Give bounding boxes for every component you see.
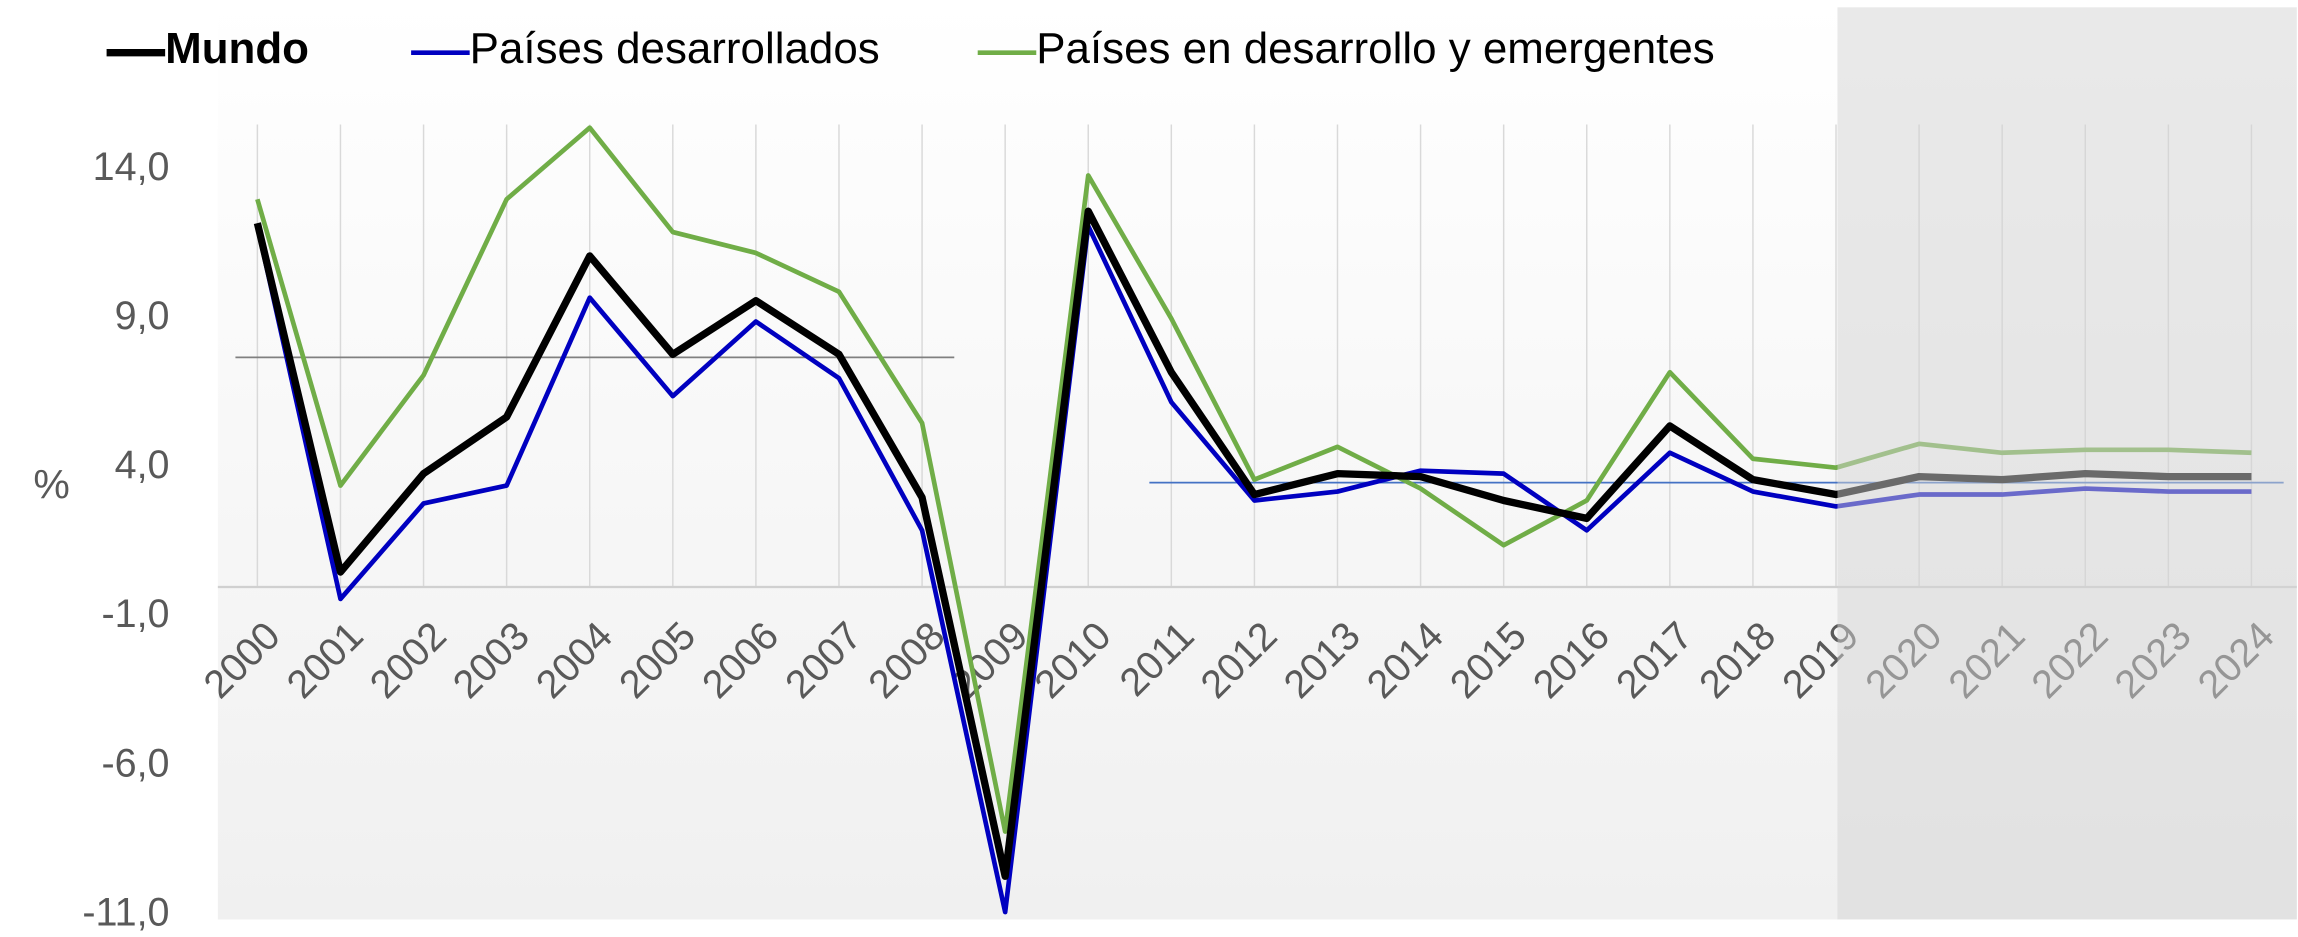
- y-tick-label: 14,0: [93, 145, 170, 189]
- forecast-shade: [1837, 7, 2297, 920]
- y-tick-label: 4,0: [115, 443, 170, 487]
- y-axis-label: %: [33, 461, 69, 507]
- y-tick-label: 9,0: [115, 294, 170, 338]
- y-tick-label: -1,0: [101, 592, 169, 636]
- legend-label: Mundo: [165, 24, 309, 73]
- legend-label: Países en desarrollo y emergentes: [1036, 24, 1714, 73]
- y-tick-label: -11,0: [82, 890, 169, 934]
- y-tick-label: -6,0: [101, 741, 169, 785]
- legend-label: Países desarrollados: [470, 24, 880, 73]
